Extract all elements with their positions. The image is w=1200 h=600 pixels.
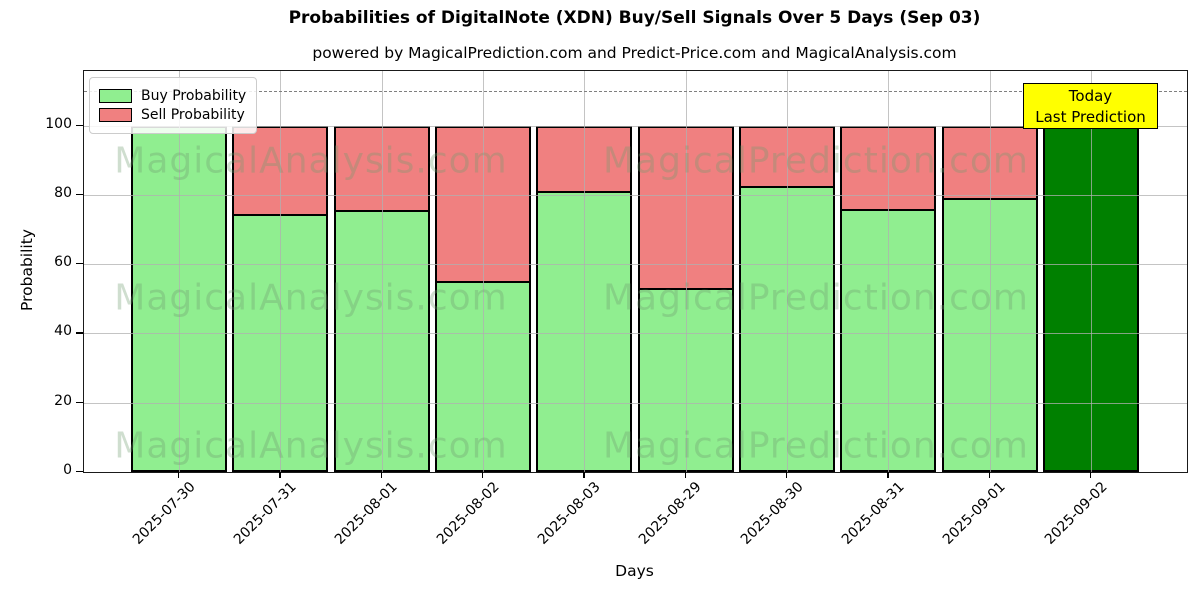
x-tick-mark bbox=[482, 472, 484, 478]
chart-title: Probabilities of DigitalNote (XDN) Buy/S… bbox=[288, 8, 981, 28]
y-tick-mark bbox=[76, 471, 83, 473]
x-tick-label: 2025-08-30 bbox=[737, 479, 807, 548]
watermark-text: MagicalAnalysis.com bbox=[114, 277, 508, 319]
y-tick-label: 0 bbox=[63, 462, 72, 478]
x-tick-mark bbox=[279, 472, 281, 478]
watermark-text: MagicalAnalysis.com bbox=[114, 140, 508, 182]
v-gridline bbox=[888, 71, 890, 472]
y-tick-mark bbox=[76, 401, 83, 403]
v-gridline bbox=[787, 71, 788, 472]
v-gridline bbox=[179, 71, 180, 472]
x-tick-mark bbox=[583, 472, 585, 478]
v-gridline bbox=[381, 71, 383, 472]
y-tick-label: 80 bbox=[54, 184, 72, 201]
v-gridline bbox=[685, 71, 687, 472]
watermark-text: MagicalPrediction.com bbox=[603, 140, 1029, 182]
legend-label-sell: Sell Probability bbox=[141, 107, 245, 123]
x-tick-label: 2025-08-02 bbox=[433, 479, 503, 548]
today-annotation: Today Last Prediction bbox=[1023, 83, 1158, 129]
x-tick-mark bbox=[1090, 472, 1092, 478]
watermark-text: MagicalPrediction.com bbox=[603, 277, 1029, 319]
legend: Buy Probability Sell Probability bbox=[89, 77, 258, 134]
v-gridline bbox=[280, 71, 282, 472]
legend-swatch-buy-icon bbox=[99, 89, 132, 103]
x-tick-label: 2025-08-29 bbox=[636, 479, 705, 548]
x-tick-label: 2025-07-30 bbox=[129, 479, 199, 548]
x-tick-label: 2025-09-02 bbox=[1041, 479, 1111, 548]
legend-label-buy: Buy Probability bbox=[141, 88, 247, 104]
v-gridline bbox=[989, 71, 991, 472]
y-tick-label: 20 bbox=[54, 392, 72, 409]
chart-subtitle: powered by MagicalPrediction.com and Pre… bbox=[312, 44, 957, 62]
x-tick-label: 2025-08-01 bbox=[332, 479, 401, 548]
x-axis-label: Days bbox=[615, 562, 654, 580]
x-tick-mark bbox=[380, 472, 382, 478]
plot-area: Buy Probability Sell Probability Today L… bbox=[83, 70, 1188, 473]
x-tick-label: 2025-08-31 bbox=[838, 479, 908, 548]
v-gridline bbox=[1091, 71, 1092, 472]
x-tick-mark bbox=[887, 472, 889, 478]
x-tick-mark bbox=[684, 472, 686, 478]
legend-item-sell: Sell Probability bbox=[99, 107, 246, 123]
legend-swatch-sell-icon bbox=[99, 108, 132, 122]
x-tick-mark bbox=[786, 472, 788, 478]
y-tick-label: 60 bbox=[54, 254, 72, 271]
v-gridline bbox=[584, 71, 586, 472]
y-tick-label: 40 bbox=[54, 323, 72, 340]
watermark-text: MagicalAnalysis.com bbox=[114, 425, 508, 467]
x-tick-label: 2025-07-31 bbox=[230, 479, 300, 548]
legend-item-buy: Buy Probability bbox=[99, 88, 246, 104]
y-tick-mark bbox=[76, 263, 83, 265]
threshold-dashed-line bbox=[84, 90, 1187, 92]
y-tick-mark bbox=[76, 124, 83, 126]
x-tick-label: 2025-09-01 bbox=[940, 479, 1009, 548]
y-tick-mark bbox=[76, 193, 83, 196]
h-gridline bbox=[84, 402, 1187, 404]
y-tick-mark bbox=[76, 332, 83, 334]
h-gridline bbox=[84, 333, 1187, 335]
today-annotation-line1: Today bbox=[1068, 87, 1113, 105]
h-gridline bbox=[84, 264, 1187, 266]
h-gridline bbox=[84, 194, 1187, 196]
x-tick-mark bbox=[178, 472, 180, 478]
y-tick-label: 100 bbox=[45, 115, 72, 132]
h-gridline bbox=[84, 125, 1187, 127]
watermark-text: MagicalPrediction.com bbox=[603, 425, 1029, 467]
v-gridline bbox=[483, 71, 484, 472]
x-tick-mark bbox=[988, 472, 990, 478]
today-annotation-line2: Last Prediction bbox=[1035, 108, 1146, 126]
x-tick-label: 2025-08-03 bbox=[534, 479, 604, 548]
